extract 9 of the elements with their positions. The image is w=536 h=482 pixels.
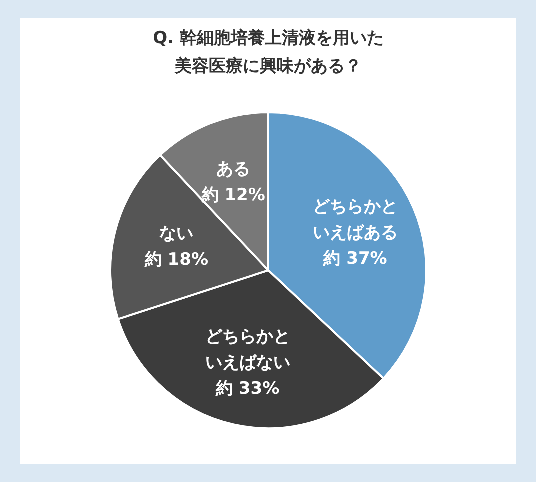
slice-label: どちらかといえばある — [313, 196, 398, 243]
data-label: 約 37% — [322, 248, 388, 269]
slice-label: ない — [160, 224, 194, 244]
slice-label: どちらかといえばない — [205, 327, 290, 374]
data-label: 約 18% — [144, 250, 208, 270]
data-label: 約 33% — [215, 379, 280, 400]
slice-label: ある — [216, 159, 251, 180]
chart-title: Q. 幹細胞培養上清液を用いた美容医療に興味がある？ — [153, 28, 384, 76]
data-label: 約 12% — [200, 185, 266, 206]
